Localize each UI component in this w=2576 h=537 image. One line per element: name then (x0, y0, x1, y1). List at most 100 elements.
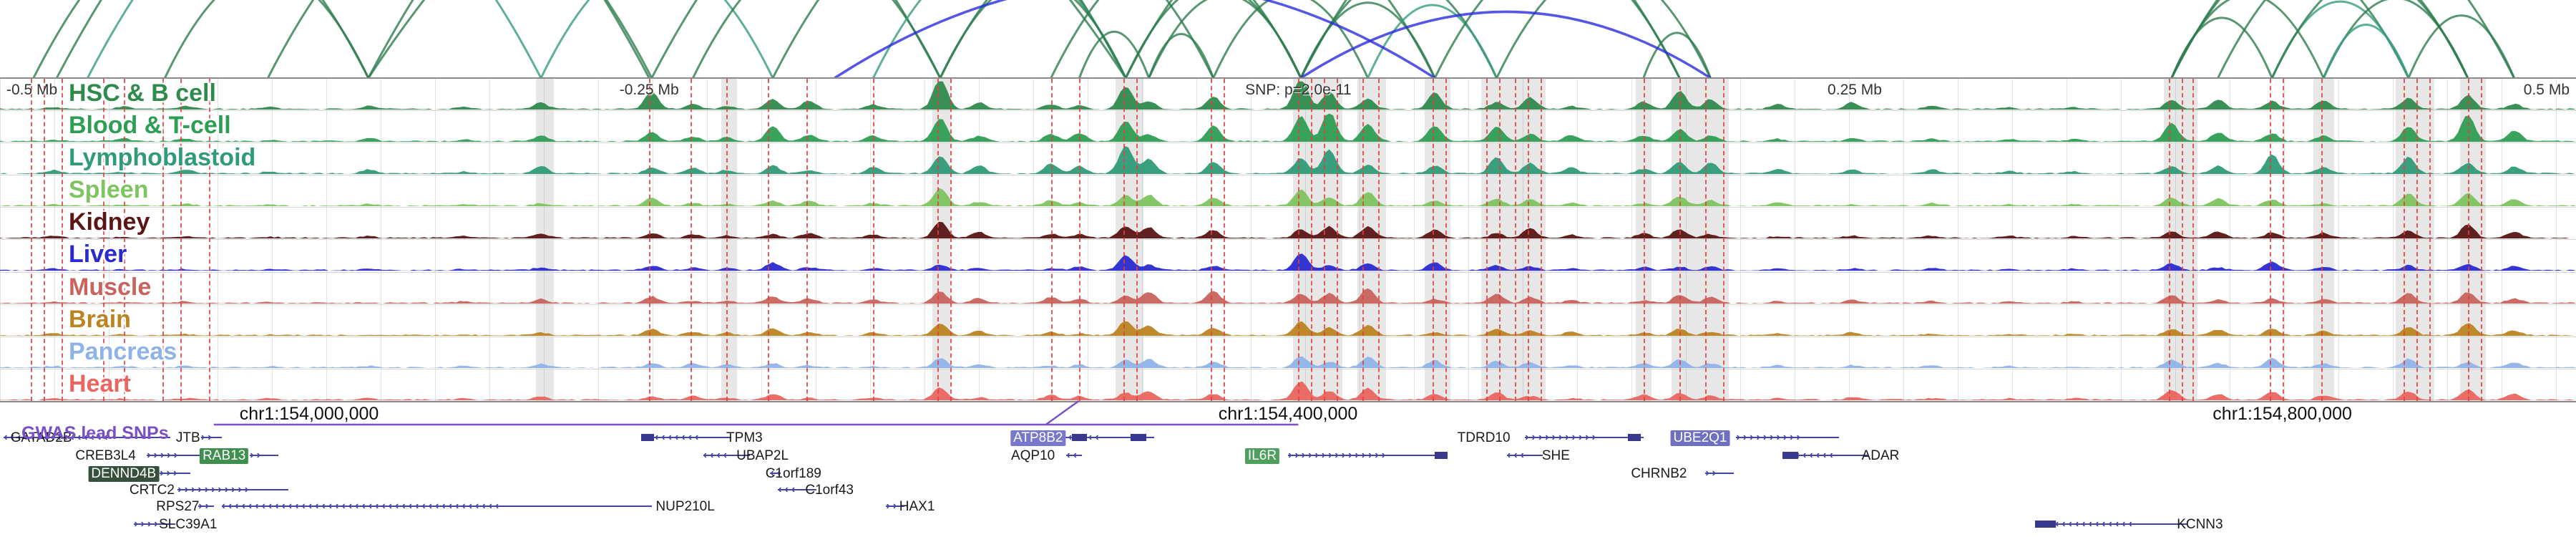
gene-body-UBAP2L: ‹‹‹‹ (703, 450, 750, 461)
interaction-arc (540, 0, 774, 77)
gene-label-CREB3L4: CREB3L4 (75, 448, 136, 463)
gene-label-TPM3: TPM3 (726, 430, 763, 445)
interaction-arc (1496, 0, 1712, 77)
signal-area (0, 253, 2576, 271)
signal-area (0, 320, 2576, 336)
interaction-arc (2322, 24, 2410, 77)
signal-track-row-hsc-b-cell[interactable]: HSC & B cell (0, 79, 2576, 112)
interaction-arc (1078, 31, 1150, 77)
gene-label-RAB13: RAB13 (200, 448, 249, 464)
signal-plot (0, 113, 2576, 142)
gene-body-AQP10: ‹‹ (1066, 450, 1082, 461)
signal-track-row-spleen[interactable]: Spleen (0, 175, 2576, 208)
gene-body-DENND4B: ››› (160, 468, 191, 479)
gene-label-C1orf43: C1orf43 (805, 483, 854, 498)
track-label: Lymphoblastoid (69, 144, 256, 172)
gene-label-NUP210L: NUP210L (655, 499, 715, 514)
gene-body-KCNN3: ‹‹‹‹‹‹‹‹‹‹‹‹‹‹‹ (2035, 518, 2187, 530)
genomic-coordinate-label: chr1:154,800,000 (2212, 404, 2352, 424)
gene-label-ATP8B2: ATP8B2 (1010, 430, 1066, 446)
signal-track-row-heart[interactable]: Heart (0, 369, 2576, 401)
coordinate-labels-row: chr1:154,000,000 chr1:154,400,000 chr1:154… (0, 402, 2576, 424)
signal-area (0, 188, 2576, 207)
interaction-arc (692, 0, 942, 77)
gene-body-GATAD2B: ‹‹‹‹‹‹‹‹‹‹‹‹‹‹‹‹ (4, 432, 170, 443)
signal-track-row-lymphoblastoid[interactable]: Lymphoblastoid (0, 143, 2576, 176)
gene-label-KCNN3: KCNN3 (2177, 517, 2223, 532)
gene-label-SHE: SHE (1541, 448, 1570, 463)
interaction-arc (939, 0, 1127, 77)
track-label: HSC & B cell (69, 79, 216, 107)
signal-plot (0, 222, 2576, 239)
genomic-coordinate-label: chr1:154,000,000 (239, 404, 379, 424)
interaction-arc (367, 0, 1127, 77)
interaction-arc (872, 0, 1127, 77)
interaction-arc (1125, 0, 1302, 77)
gene-label-RPS27: RPS27 (156, 499, 200, 514)
gene-body-UBE2Q1: ›››››››››› (1736, 432, 1840, 443)
axis-tick-label: 0.25 Mb (1828, 82, 1882, 98)
interaction-arc (1212, 0, 1369, 77)
signal-plot (0, 320, 2576, 336)
interaction-arc (2170, 0, 2325, 77)
track-label: Kidney (69, 208, 150, 236)
signal-plot (0, 253, 2576, 271)
interaction-arc (267, 0, 653, 77)
gene-label-GATAD2B: GATAD2B (10, 430, 72, 445)
gene-exon (2035, 521, 2056, 528)
gene-exon (641, 434, 655, 441)
gene-annotation-track: GWAS lead SNPs ‹‹‹‹‹‹‹‹‹‹‹‹‹‹‹‹ GATAD2B ››… (0, 400, 2576, 537)
signal-track-row-muscle[interactable]: Muscle (0, 273, 2576, 305)
track-label: Liver (69, 241, 127, 268)
signal-area (0, 81, 2576, 110)
interaction-arc (87, 0, 542, 77)
signal-plot (0, 146, 2576, 175)
gene-body-C1orf189: ‹‹ (770, 468, 781, 479)
interaction-arc (32, 0, 369, 77)
gene-body-C1orf43: ‹‹‹ (778, 484, 817, 495)
axis-tick-label: -0.25 Mb (619, 82, 679, 98)
interaction-arc (1299, 0, 1498, 77)
gene-label-HAX1: HAX1 (899, 499, 935, 514)
track-label: Muscle (69, 273, 152, 301)
signal-track-row-brain[interactable]: Brain (0, 305, 2576, 337)
gene-body-JTB: ›› (200, 432, 222, 443)
gene-exon (1628, 434, 1641, 441)
gene-label-UBAP2L: UBAP2L (736, 448, 789, 463)
signal-area (0, 356, 2576, 368)
gene-label-IL6R: IL6R (1244, 448, 1280, 464)
signal-track-row-pancreas[interactable]: Pancreas (0, 337, 2576, 369)
gene-body-CRTC2: ››››››››››› (177, 484, 289, 495)
signal-track-row-kidney[interactable]: Kidney (0, 208, 2576, 241)
gene-body-RAB13: ›› (250, 450, 278, 461)
gene-label-CHRNB2: CHRNB2 (1631, 466, 1687, 481)
gene-exon (1782, 452, 1798, 459)
gene-exon (1071, 434, 1088, 441)
track-label: Brain (69, 305, 131, 333)
track-rows: HSC & B cell Blood & T-cell Lymphoblastoid… (0, 79, 2576, 401)
gene-label-AQP10: AQP10 (1010, 448, 1055, 463)
tracks-panel[interactable]: HSC & B cell Blood & T-cell Lymphoblastoid… (0, 77, 2576, 402)
interaction-arc (650, 0, 1127, 77)
gwas-line-segment (1045, 400, 1080, 426)
interaction-arc (1300, 10, 1712, 77)
interaction-arc (1148, 0, 1302, 77)
track-label: Spleen (69, 176, 149, 204)
signal-track-row-liver[interactable]: Liver (0, 240, 2576, 273)
signal-area (0, 288, 2576, 304)
interaction-arc (1434, 0, 1681, 77)
gene-body-TDRD10: ››››››››››› (1525, 432, 1644, 443)
track-label: Heart (69, 369, 131, 397)
axis-tick-label: 0.5 Mb (2523, 82, 2570, 98)
gene-label-UBE2Q1: UBE2Q1 (1670, 430, 1730, 446)
signal-plot (0, 381, 2576, 400)
snp-pvalue-label: SNP: p=2.0e-11 (1245, 82, 1352, 98)
signal-track-row-blood-t-cell[interactable]: Blood & T-cell (0, 111, 2576, 144)
interaction-arc (834, 0, 1436, 77)
gene-body-NUP210L: ‹‹‹‹‹‹‹‹‹‹‹‹‹‹‹‹‹‹‹‹‹‹‹‹‹‹‹‹‹‹‹‹‹‹‹‹‹‹‹‹… (221, 500, 652, 512)
gene-body-IL6R: ››››››››››››››› (1288, 450, 1448, 461)
gene-label-C1orf189: C1orf189 (765, 466, 821, 481)
gwas-lead-snps-label: GWAS lead SNPs (21, 423, 169, 443)
signal-area (0, 381, 2576, 400)
interaction-arc (1125, 0, 1436, 77)
